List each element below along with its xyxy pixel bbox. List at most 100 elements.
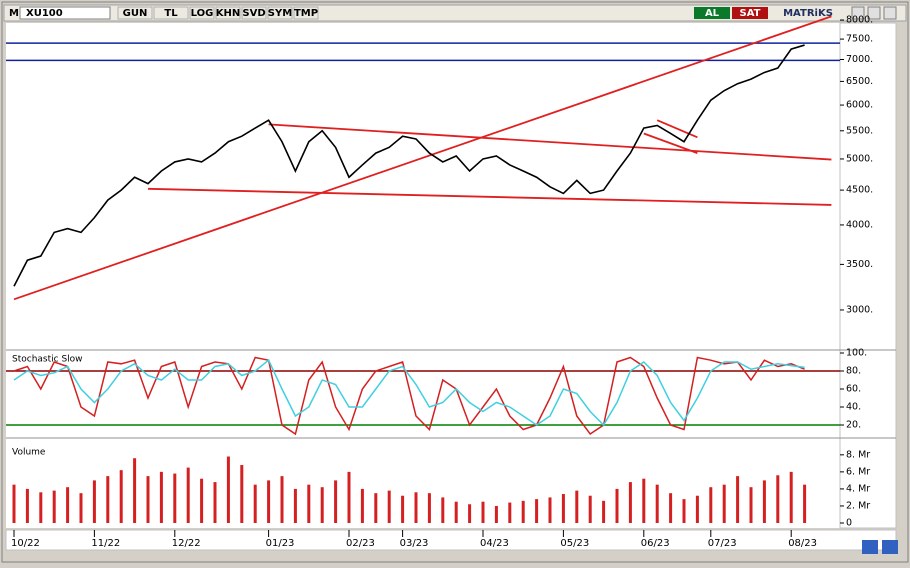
- maximize[interactable]: [867, 6, 881, 20]
- trend-line: [13, 15, 832, 301]
- volume-bar: [52, 490, 56, 523]
- buy-button[interactable]: AL: [705, 8, 720, 19]
- toolbar-button-bg[interactable]: [293, 6, 319, 20]
- toolbar-button-bg[interactable]: [215, 6, 241, 20]
- y-tick-label: 6500.: [846, 76, 873, 87]
- volume-bar: [240, 465, 244, 523]
- x-tick-label: 12/22: [172, 538, 201, 549]
- buy-bg[interactable]: [694, 7, 730, 19]
- volume-bar: [253, 484, 257, 523]
- volume-bar: [468, 504, 472, 523]
- volume-bar: [39, 492, 43, 523]
- volume-bar: [588, 495, 592, 523]
- toolbar-button[interactable]: TMP: [294, 8, 318, 19]
- y-tick-label: 100.: [846, 348, 867, 359]
- volume-bar: [494, 505, 498, 523]
- toolbar-button[interactable]: TL: [164, 8, 178, 19]
- toolbar-button[interactable]: KHN: [216, 8, 241, 19]
- y-tick-label: 6. Mr: [846, 466, 870, 477]
- volume-bar: [414, 492, 418, 523]
- volume-bar: [133, 458, 137, 523]
- y-tick-label: 4000.: [846, 219, 873, 230]
- nav-icon[interactable]: [882, 540, 898, 554]
- volume-bar: [79, 493, 83, 523]
- volume-bar: [722, 484, 726, 523]
- volume-bar: [293, 488, 297, 523]
- volume-bar: [66, 487, 70, 523]
- sell-bg[interactable]: [732, 7, 768, 19]
- volume-bar: [454, 501, 458, 523]
- logo: M: [9, 8, 19, 19]
- volume-bar: [803, 484, 807, 523]
- minimize[interactable]: [851, 6, 865, 20]
- volume-bar: [762, 480, 766, 523]
- x-tick-label: 06/23: [641, 538, 670, 549]
- symbol[interactable]: XU100: [26, 8, 63, 19]
- x-tick-label: 01/23: [266, 538, 295, 549]
- series-line: [13, 359, 805, 427]
- toolbar-button-bg[interactable]: [117, 6, 153, 20]
- x-tick-label: 10/22: [11, 538, 40, 549]
- x-tick-label: 02/23: [346, 538, 375, 549]
- volume-bar: [92, 480, 96, 523]
- x-tick-label: 03/23: [400, 538, 429, 549]
- volume-bar: [213, 482, 217, 523]
- volume-bar: [159, 471, 163, 523]
- volume-bar: [401, 495, 405, 523]
- toolbar-button-bg[interactable]: [267, 6, 293, 20]
- volume-bar: [280, 476, 284, 523]
- x-tick-label: 05/23: [560, 538, 589, 549]
- toolbar-button[interactable]: SYM: [268, 8, 292, 19]
- volume-bar: [12, 484, 16, 523]
- volume-bar: [776, 475, 780, 523]
- volume-bar: [628, 482, 632, 523]
- toolbar-button-bg[interactable]: [241, 6, 267, 20]
- symbol-box[interactable]: [19, 6, 111, 20]
- y-tick-label: 80.: [846, 366, 861, 377]
- volume-bar: [360, 488, 364, 523]
- volume-bar: [561, 494, 565, 523]
- volume-bar: [146, 476, 150, 523]
- volume-bar: [535, 499, 539, 523]
- volume-bar: [387, 490, 391, 523]
- nav-icon[interactable]: [862, 540, 878, 554]
- volume-bar: [186, 467, 190, 523]
- y-tick-label: 7000.: [846, 54, 873, 65]
- y-tick-label: 4500.: [846, 185, 873, 196]
- volume-bar: [441, 497, 445, 523]
- volume-bar: [521, 500, 525, 523]
- date-axis-area: [5, 529, 897, 551]
- volume-bar: [320, 487, 324, 523]
- sell-button[interactable]: SAT: [740, 8, 761, 19]
- toolbar-button[interactable]: SVD: [242, 8, 265, 19]
- x-tick-label: 11/22: [91, 538, 120, 549]
- y-tick-label: 3500.: [846, 259, 873, 270]
- volume-bar: [226, 456, 230, 523]
- close[interactable]: [883, 6, 897, 20]
- y-tick-label: 6000.: [846, 100, 873, 111]
- volume-bar: [548, 497, 552, 523]
- y-tick-label: 8. Mr: [846, 449, 870, 460]
- volume-bar: [669, 493, 673, 523]
- volume-bar: [374, 493, 378, 523]
- toolbar-button-bg[interactable]: [189, 6, 215, 20]
- trend-line: [643, 132, 698, 154]
- y-tick-label: 2. Mr: [846, 500, 870, 511]
- toolbar-button[interactable]: GUN: [123, 8, 148, 19]
- toolbar-button[interactable]: LOG: [191, 8, 214, 19]
- y-tick-label: 0: [846, 518, 852, 529]
- volume-bar: [709, 487, 713, 523]
- volume-bar: [749, 487, 753, 523]
- series-line: [13, 356, 805, 436]
- toolbar-button-bg[interactable]: [153, 6, 189, 20]
- volume-bar: [655, 484, 659, 523]
- volume-bar: [615, 488, 619, 523]
- trend-line: [268, 123, 832, 161]
- brand: MATRiKS: [783, 8, 833, 19]
- volume-bar: [200, 478, 204, 523]
- volume-bar: [602, 500, 606, 523]
- volume-bar: [736, 476, 740, 523]
- plot-area: [6, 23, 840, 528]
